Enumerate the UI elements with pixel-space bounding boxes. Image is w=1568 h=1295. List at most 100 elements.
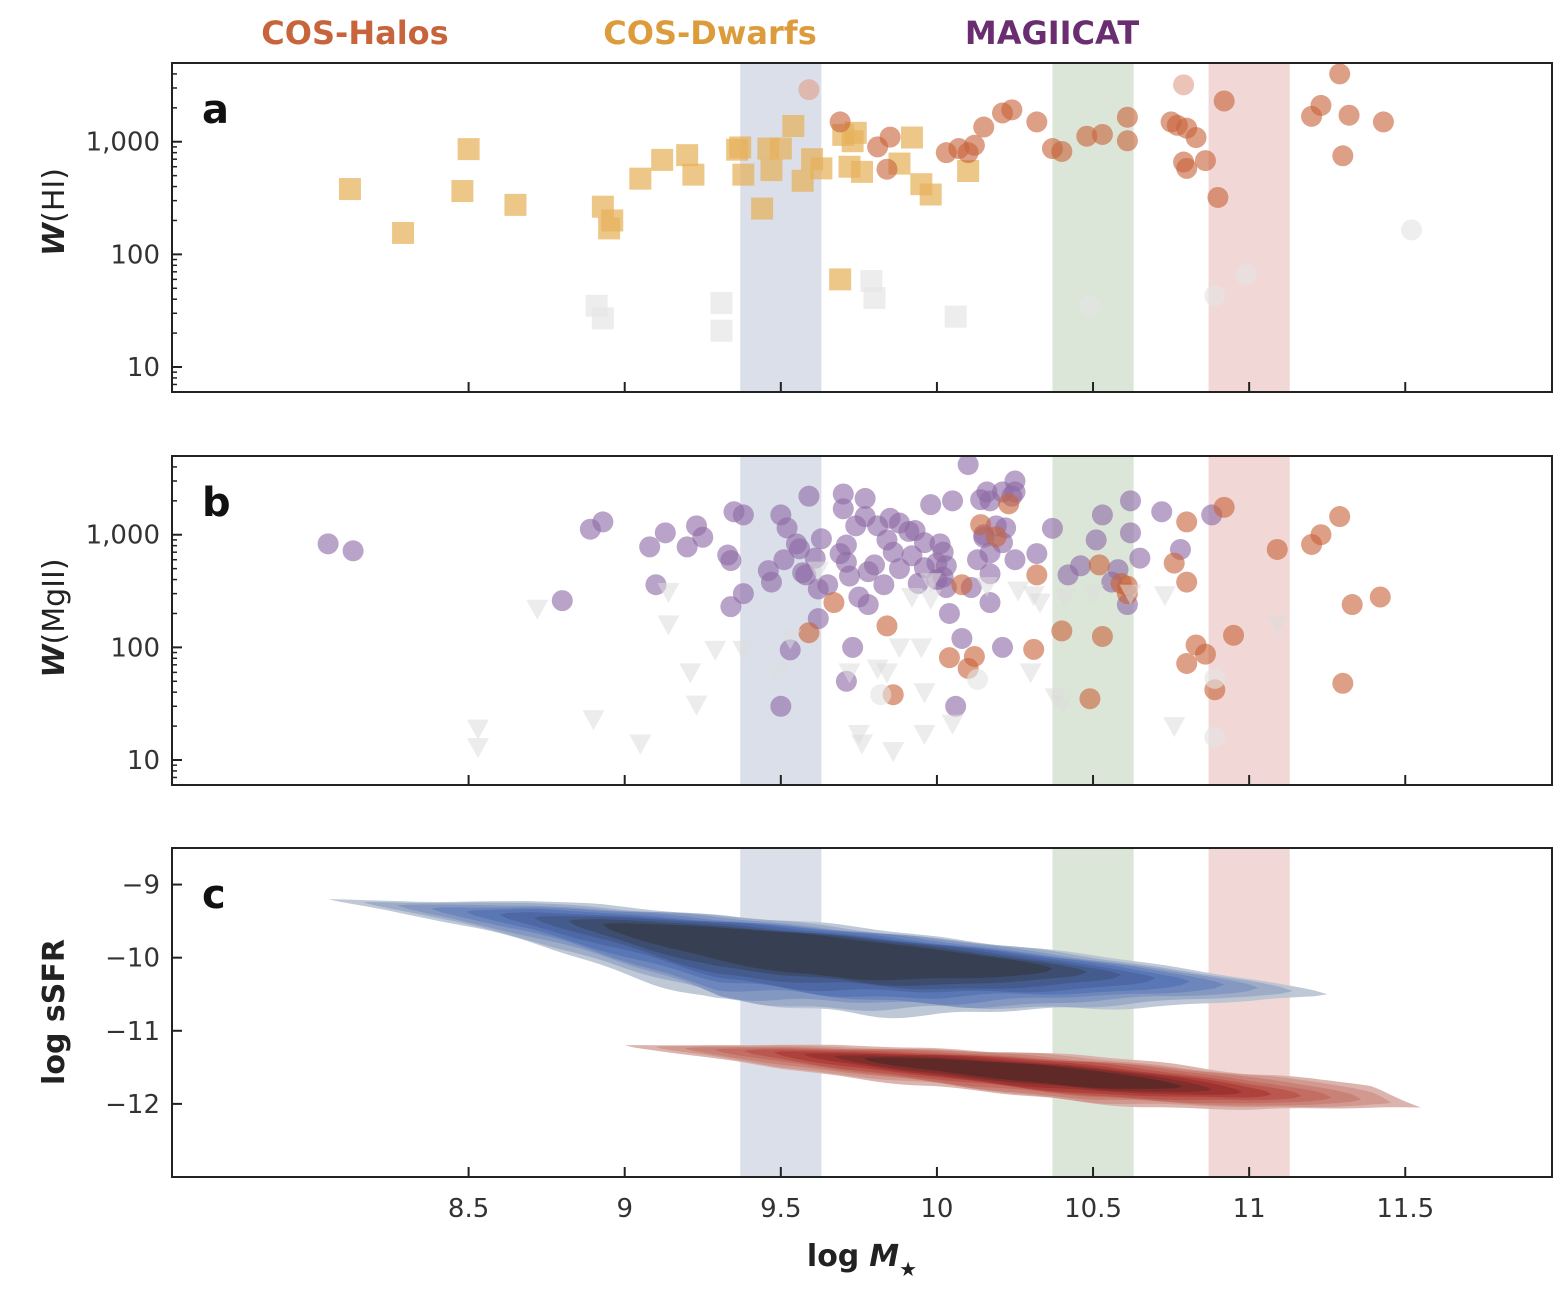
y-tick-label: −11 [105,1017,160,1047]
data-point-circle [857,594,879,616]
data-point-circle [1204,726,1226,748]
data-point-triangle [913,725,936,746]
data-point-circle [1235,264,1257,286]
data-point-circle [1207,186,1229,208]
data-point-triangle [1053,588,1076,609]
panel-b: 10 100 1,000 b [86,455,1553,786]
data-point-circle [1129,547,1151,569]
data-point-circle [829,111,851,133]
x-axis-title-var: M [869,1239,899,1274]
data-point-triangle [466,719,489,740]
data-point-triangle [1153,586,1176,607]
data-point-circle [985,526,1007,548]
y-tick-label: −10 [105,944,160,974]
data-point-triangle [888,638,911,659]
data-point-circle [810,528,832,550]
data-point-circle [1004,549,1026,571]
data-point-square [392,221,415,244]
data-point-circle [1026,111,1048,133]
data-point-square [957,159,980,182]
data-point-square [629,167,652,190]
data-point-circle [1070,555,1092,577]
data-point-square [457,138,480,161]
data-point-circle [654,522,676,544]
distribution-star-forming [328,899,1328,1019]
data-point-circle [1116,130,1138,152]
data-point-circle [1194,643,1216,665]
data-point-circle [639,536,661,558]
x-tick-label: 10 [920,1194,953,1224]
data-point-circle [1310,524,1332,546]
data-point-triangle [1163,717,1186,738]
y-axis-title-a-sub: (HI) [37,168,72,223]
axis-titles: W(HI) W(MgII) log sSFR log M★ [37,168,917,1281]
data-point-square [504,193,527,216]
data-point-circle [942,490,964,512]
distribution-quiescent [624,1044,1421,1110]
data-point-circle [1185,127,1207,149]
data-point-circle [798,622,820,644]
data-point-circle [1332,672,1354,694]
y-tick-label: 10 [127,353,160,383]
series-non-detections [870,667,1226,748]
data-point-circle [1332,145,1354,167]
data-point-triangle [1119,584,1142,605]
data-point-circle [1088,554,1110,576]
data-point-circle [839,565,861,587]
data-point-triangle [807,561,830,582]
y-tick-label: −12 [105,1090,160,1120]
data-point-square [451,180,474,203]
data-point-square [682,163,705,186]
legend: COS-Halos COS-Dwarfs MAGIICAT [261,14,1139,52]
data-point-circle [1151,501,1173,523]
data-point-triangle [1028,593,1051,614]
data-point-square [676,144,699,167]
data-point-circle [592,511,614,533]
data-point-circle [317,533,339,555]
data-point-circle [863,554,885,576]
data-point-circle [876,158,898,180]
data-point-circle [798,485,820,507]
data-point-circle [951,574,973,596]
data-point-square [710,292,733,315]
data-point-circle [938,647,960,669]
series-non-detections [1079,219,1423,317]
plot-area [328,899,1421,1110]
data-point-circle [720,550,742,572]
data-point-circle [1079,688,1101,710]
data-point-circle [551,590,573,612]
data-point-circle [1120,490,1142,512]
data-point-circle [1163,552,1185,574]
data-point-circle [873,574,895,596]
panel-frame [171,455,1553,786]
data-point-circle [935,577,957,599]
data-point-triangle [875,663,898,684]
legend-cos-halos: COS-Halos [261,14,448,52]
data-point-circle [963,645,985,667]
data-point-circle [967,668,989,690]
x-tick-label: 10.5 [1064,1194,1122,1224]
data-point-triangle [1266,615,1289,636]
data-point-triangle [851,734,873,755]
data-point-circle [732,583,754,605]
data-point-circle [676,536,698,558]
data-point-triangle [975,577,998,598]
data-point-circle [1213,496,1235,518]
band-high-mass [1208,64,1290,391]
data-point-triangle [941,714,964,735]
data-point-circle [1176,511,1198,533]
data-point-circle [1329,506,1351,528]
data-point-circle [1266,538,1288,560]
data-point-circle [342,540,364,562]
data-point-circle [963,134,985,156]
data-point-circle [957,456,979,476]
data-point-circle [1338,104,1360,126]
data-point-circle [998,493,1020,515]
data-point-square [860,270,883,293]
data-point-triangle [657,615,680,636]
series-cos-halos [829,63,1394,208]
y-tick-label: 10 [127,746,160,776]
data-point-square [601,209,624,232]
series-magiicat [317,456,1223,717]
